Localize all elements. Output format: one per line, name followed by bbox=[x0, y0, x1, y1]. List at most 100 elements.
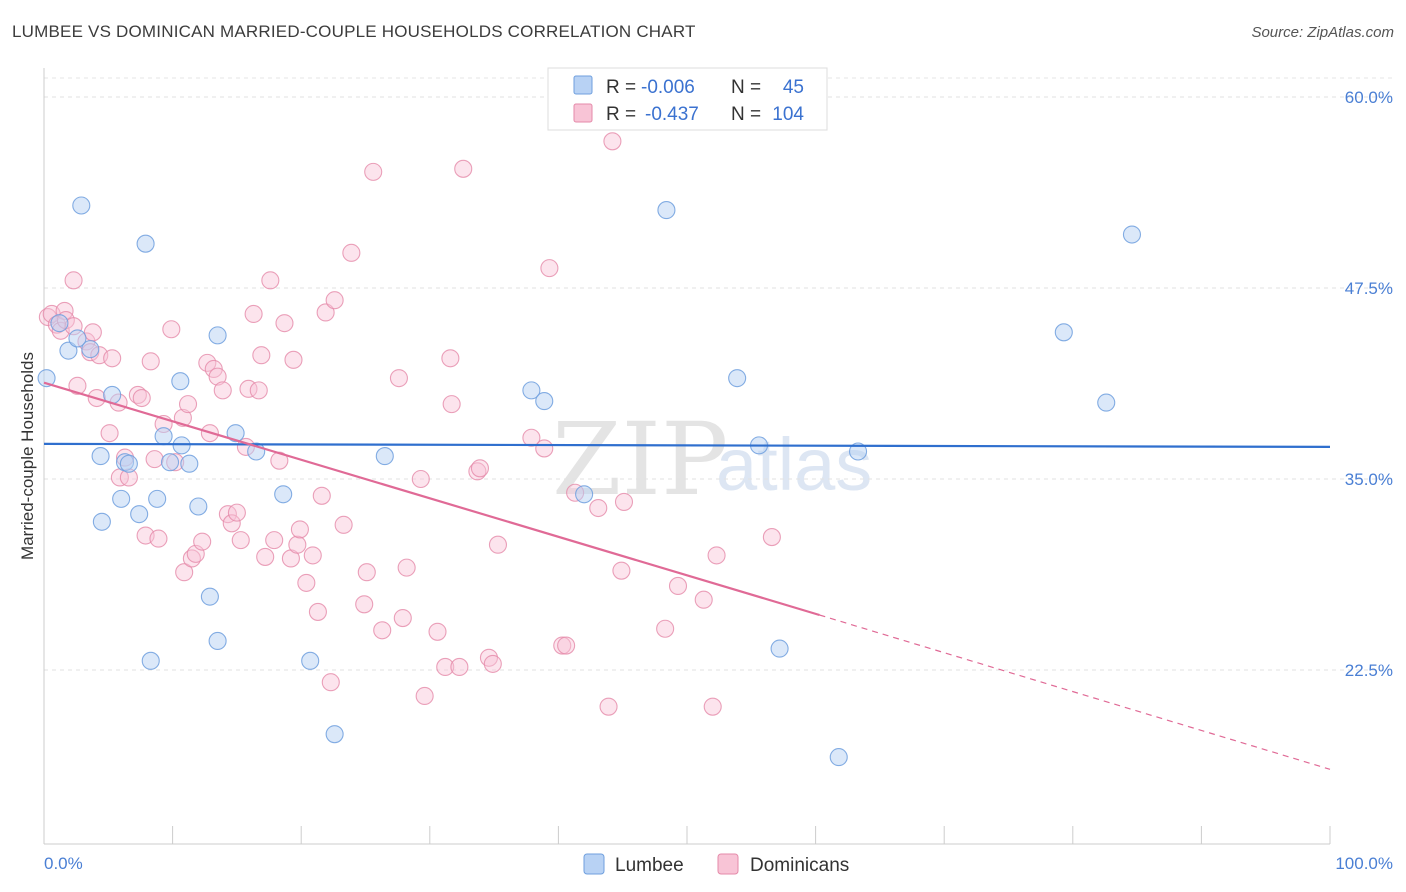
y-tick-label: 35.0% bbox=[1345, 470, 1393, 489]
legend-r-label-lumbee: R = bbox=[606, 77, 636, 98]
dominicans-point bbox=[762, 528, 781, 547]
lumbee-point bbox=[522, 381, 541, 400]
dominicans-point bbox=[355, 595, 374, 614]
dominicans-point bbox=[393, 608, 412, 628]
dominicans-point bbox=[553, 636, 572, 655]
bottom-legend-label-lumbee: Lumbee bbox=[615, 855, 684, 876]
legend-swatch-dominicans bbox=[573, 103, 593, 123]
dominicans-point bbox=[265, 531, 284, 550]
dominicans-trend-line bbox=[43, 381, 820, 617]
legend-swatch-lumbee bbox=[573, 75, 593, 95]
lumbee-point bbox=[325, 725, 344, 744]
legend-r-label-dominicans: R = bbox=[606, 104, 636, 125]
dominicans-point bbox=[103, 349, 122, 368]
lumbee-point bbox=[770, 639, 789, 658]
dominicans-point bbox=[535, 439, 554, 458]
dominicans-point bbox=[373, 621, 392, 640]
dominicans-point bbox=[483, 654, 502, 673]
dominicans-point bbox=[411, 469, 430, 489]
dominicans-point bbox=[193, 532, 212, 551]
bottom-legend: Lumbee Dominicans bbox=[583, 853, 849, 876]
lumbee-point bbox=[375, 447, 394, 466]
source-credit: Source: ZipAtlas.com bbox=[1251, 24, 1394, 41]
dominicans-point bbox=[522, 428, 541, 447]
lumbee-point bbox=[92, 512, 111, 531]
dominicans-point bbox=[218, 505, 237, 524]
legend-r-value-dominicans: -0.437 bbox=[645, 104, 699, 125]
dominicans-points bbox=[38, 132, 781, 716]
dominicans-point bbox=[603, 132, 622, 151]
dominicans-point bbox=[252, 346, 271, 365]
dominicans-point bbox=[703, 697, 722, 716]
y-axis-tick-labels: 22.5% 35.0% 47.5% 60.0% bbox=[1345, 88, 1393, 680]
lumbee-point bbox=[112, 489, 131, 508]
dominicans-point bbox=[694, 590, 713, 609]
dominicans-point bbox=[162, 320, 181, 339]
dominicans-point bbox=[468, 462, 487, 481]
dominicans-point bbox=[261, 271, 280, 290]
lumbee-point bbox=[81, 340, 100, 359]
dominicans-point bbox=[557, 636, 576, 655]
watermark-atlas: atlas bbox=[716, 423, 872, 506]
legend-box: R = -0.006 N = 45 R = -0.437 N = 104 bbox=[547, 67, 828, 131]
dominicans-point bbox=[145, 450, 164, 469]
dominicans-trend-extension bbox=[819, 614, 1331, 770]
dominicans-point bbox=[175, 563, 194, 582]
lumbee-point bbox=[200, 587, 219, 606]
chart-title: LUMBEE VS DOMINICAN MARRIED-COUPLE HOUSE… bbox=[12, 22, 696, 41]
lumbee-point bbox=[37, 369, 56, 388]
lumbee-point bbox=[728, 369, 747, 388]
y-axis-label: Married-couple Households bbox=[18, 352, 37, 560]
dominicans-point bbox=[249, 381, 268, 400]
lumbee-point bbox=[274, 485, 293, 504]
dominicans-point bbox=[656, 619, 675, 638]
dominicans-point bbox=[68, 376, 87, 395]
dominicans-point bbox=[325, 291, 344, 310]
dominicans-point bbox=[303, 546, 322, 565]
dominicans-point bbox=[668, 576, 688, 596]
lumbee-points bbox=[37, 196, 1142, 767]
x-axis-ticks bbox=[43, 826, 1331, 844]
y-tick-label: 47.5% bbox=[1345, 279, 1393, 298]
lumbee-point bbox=[136, 234, 155, 253]
dominicans-point bbox=[256, 547, 275, 566]
dominicans-point bbox=[614, 492, 634, 511]
dominicans-point bbox=[415, 686, 434, 706]
dominicans-point bbox=[357, 563, 376, 582]
dominicans-point bbox=[132, 388, 151, 408]
legend-n-label-lumbee: N = bbox=[731, 77, 761, 98]
trend-lines bbox=[43, 381, 1331, 770]
y-tick-label: 22.5% bbox=[1345, 661, 1393, 680]
dominicans-point bbox=[231, 531, 250, 550]
dominicans-point bbox=[83, 323, 102, 342]
dominicans-point bbox=[100, 424, 119, 443]
bottom-legend-swatch-lumbee bbox=[583, 853, 605, 875]
dominicans-point bbox=[297, 573, 316, 592]
dominicans-point bbox=[441, 349, 460, 368]
dominicans-point bbox=[450, 657, 469, 676]
dominicans-point bbox=[470, 459, 490, 478]
dominicans-point bbox=[428, 622, 447, 641]
dominicans-point bbox=[454, 159, 473, 178]
dominicans-point bbox=[707, 546, 726, 565]
dominicans-point bbox=[208, 367, 227, 386]
legend-n-label-dominicans: N = bbox=[731, 104, 761, 125]
y-tick-label: 60.0% bbox=[1345, 88, 1393, 107]
lumbee-point bbox=[68, 329, 87, 348]
dominicans-point bbox=[342, 243, 361, 262]
lumbee-point bbox=[72, 196, 91, 215]
bottom-legend-label-dominicans: Dominicans bbox=[750, 855, 849, 876]
lumbee-point bbox=[130, 505, 149, 524]
bottom-legend-swatch-dominicans bbox=[717, 853, 739, 875]
lumbee-point bbox=[1097, 393, 1116, 412]
dominicans-point bbox=[227, 503, 246, 522]
lumbee-point bbox=[91, 447, 110, 466]
dominicans-point bbox=[334, 515, 353, 534]
dominicans-point bbox=[397, 558, 416, 577]
dominicans-point bbox=[364, 162, 383, 181]
lumbee-point bbox=[59, 341, 78, 360]
legend-n-value-lumbee: 45 bbox=[783, 77, 804, 98]
lumbee-point bbox=[154, 427, 173, 446]
lumbee-point bbox=[535, 392, 554, 411]
lumbee-point bbox=[171, 372, 190, 391]
